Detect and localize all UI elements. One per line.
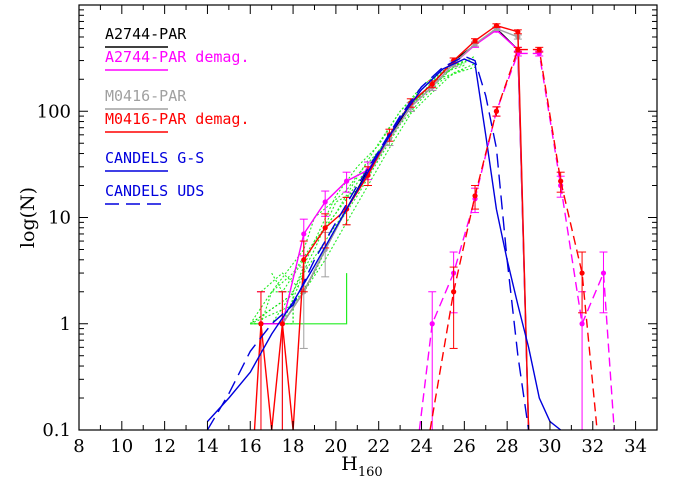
x-tick-label: 32 [581, 436, 604, 457]
plot-frame [78, 4, 658, 431]
series-line [261, 29, 530, 431]
legend-label: CANDELS G-S [105, 149, 204, 167]
legend-label: M0416-PAR [105, 87, 187, 105]
x-tick-label: 28 [496, 436, 519, 457]
green-band-line [249, 292, 294, 325]
series-line [429, 48, 598, 431]
green-simulation-band [249, 55, 476, 325]
data-point [493, 22, 500, 29]
x-axis-title-main: H [341, 453, 358, 475]
x-tick-label: 26 [453, 436, 476, 457]
data-point [301, 257, 307, 263]
x-tick-label: 16 [239, 436, 262, 457]
y-axis-title: log(N) [17, 187, 39, 248]
legend-label: CANDELS UDS [105, 182, 204, 200]
x-tick-label: 22 [367, 436, 390, 457]
x-tick-label: 10 [110, 436, 133, 457]
x-tick-label: 8 [73, 436, 84, 457]
data-point [322, 225, 328, 231]
data-point [429, 81, 435, 87]
x-tick-label: 14 [196, 436, 219, 457]
axes-group [78, 4, 658, 431]
y-tick-label: 10 [48, 208, 71, 229]
data-point [515, 47, 521, 53]
x-tick-label: 12 [153, 436, 176, 457]
series-line [261, 27, 530, 431]
data-point [493, 108, 500, 114]
y-tick-label: 0.1 [42, 420, 71, 441]
x-tick-label: 20 [324, 436, 347, 457]
data-point [451, 289, 457, 295]
data-point [343, 178, 350, 184]
data-point [536, 47, 542, 53]
x-axis-title-subscript: 160 [358, 465, 383, 480]
legend-label: A2744-PAR [105, 25, 187, 43]
series-line [418, 52, 615, 431]
data-point [515, 29, 521, 35]
x-tick-label: 24 [410, 436, 433, 457]
x-tick-label: 30 [539, 436, 562, 457]
green-band-line [250, 68, 465, 325]
data-point [301, 231, 307, 237]
data-point [600, 270, 607, 276]
x-tick-label: 34 [624, 436, 647, 457]
data-point [258, 321, 264, 327]
series-line [206, 55, 530, 431]
x-axis-title: H160 [341, 453, 382, 480]
series-line [206, 58, 562, 431]
data-point [472, 38, 478, 44]
y-tick-label: 100 [37, 101, 71, 122]
data-point [558, 178, 564, 184]
data-point [279, 321, 285, 327]
data-point [472, 193, 478, 199]
series-group [206, 22, 615, 431]
legend-label: A2744-PAR demag. [105, 48, 250, 66]
data-point [429, 321, 435, 327]
series-line [253, 24, 530, 431]
x-tick-label: 18 [282, 436, 305, 457]
legend-label: M0416-PAR demag. [105, 110, 250, 128]
data-point [579, 321, 585, 327]
series-line [281, 27, 530, 431]
y-tick-label: 1 [60, 314, 71, 335]
ticks-group: 8 10 12 14 16 18 20 22 24 26 28 30 32 34 0.1 1 10 100 [37, 5, 658, 457]
legend: A2744-PAR A2744-PAR demag. M0416-PAR M0416-… [105, 25, 250, 205]
green-band-line [250, 55, 476, 325]
data-point [322, 199, 328, 205]
data-point [579, 270, 585, 276]
